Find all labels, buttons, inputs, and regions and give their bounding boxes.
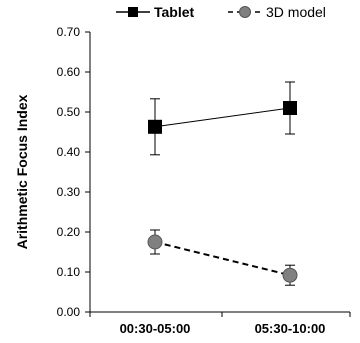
y-tick-label: 0.20: [57, 225, 81, 239]
legend-3d-model-marker: [239, 6, 251, 18]
y-axis-title: Arithmetic Focus Index: [14, 94, 30, 249]
legend: Tablet 3D model: [116, 4, 326, 20]
series-line: [154, 241, 291, 277]
legend-tablet-label: Tablet: [154, 4, 195, 20]
y-tick-label: 0.70: [57, 25, 81, 39]
series-tablet: [148, 81, 297, 156]
data-point: [147, 234, 163, 250]
data-point: [283, 101, 297, 115]
legend-3d-model-label: 3D model: [266, 4, 326, 20]
y-tick-label: 0.00: [57, 305, 81, 319]
legend-tablet-marker: [128, 7, 138, 17]
y-tick-label: 0.30: [57, 185, 81, 199]
y-tick-label: 0.60: [57, 65, 81, 79]
y-tick-label: 0.10: [57, 265, 81, 279]
x-tick-label: 00:30-05:00: [120, 321, 191, 336]
x-tick-label: 05:30-10:00: [255, 321, 326, 336]
series-layer: [147, 81, 298, 286]
y-tick-label: 0.50: [57, 105, 81, 119]
legend-item-tablet: Tablet: [116, 4, 195, 20]
y-tick-label: 0.40: [57, 145, 81, 159]
series-line: [154, 107, 291, 128]
x-ticks: 00:30-05:00 05:30-10:00: [89, 312, 351, 336]
legend-item-3d-model: 3D model: [228, 4, 326, 20]
y-ticks: 0.00 0.10 0.20 0.30 0.40 0.50 0.60 0.70: [57, 25, 90, 319]
series-3d-model: [147, 229, 298, 286]
data-point: [148, 119, 162, 134]
data-point: [282, 267, 298, 283]
